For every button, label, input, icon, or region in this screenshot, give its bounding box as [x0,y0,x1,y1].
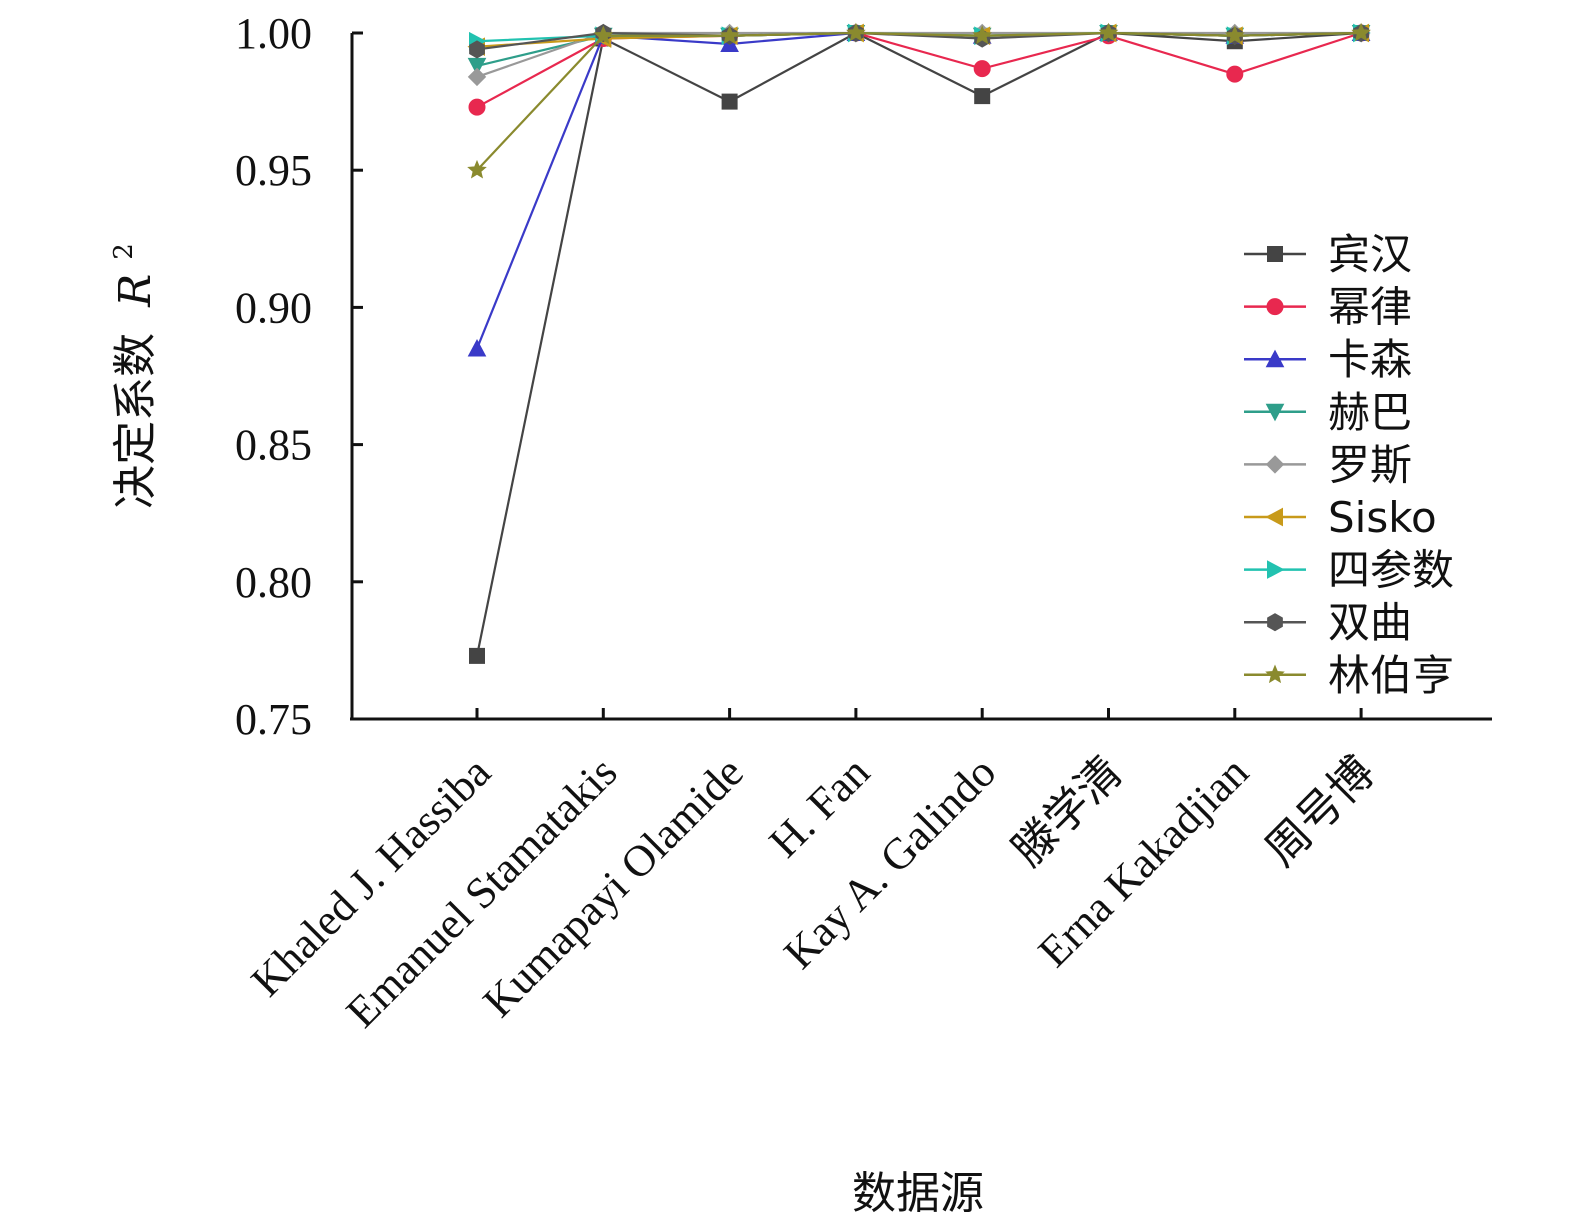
legend-item: Sisko [1244,493,1437,542]
data-point [721,93,738,110]
data-point [467,338,487,357]
legend-marker [1265,349,1285,368]
legend-label: 宾汉 [1328,230,1412,279]
legend-marker [1266,298,1284,316]
data-point [719,25,740,45]
y-axis-title: 决定系数 R 2 [109,243,161,509]
legend-label: 卡森 [1328,335,1412,384]
series-line [475,31,1362,349]
data-point [1098,22,1119,42]
legend-item: 罗斯 [1244,440,1412,489]
data-point [593,25,614,45]
y-tick-label: 0.95 [235,146,312,195]
data-point [846,22,866,42]
legend-marker [1267,246,1283,262]
legend-marker [1267,613,1283,632]
y-tick-label: 1.00 [235,9,312,58]
legend-label: 幂律 [1328,283,1412,332]
legend-marker [1267,560,1285,579]
x-tick-label: H. Fan [760,747,879,866]
data-point [468,98,486,116]
data-point [972,25,992,45]
data-point [1225,25,1245,45]
data-point [467,67,487,87]
x-tick-label: 滕学清 [1004,747,1132,875]
y-axis-title-symbol: R [110,274,161,308]
legend-item: 宾汉 [1244,230,1412,279]
legend-marker [1265,507,1283,527]
series-9 [467,22,1371,179]
y-ticks: 0.75 0.80 0.85 0.90 0.95 1.00 [235,9,363,744]
data-point [469,40,485,59]
legend-marker [1265,664,1285,684]
axes [350,33,1492,721]
svg-text:决定系数 R 2: 决定系数 R 2 [109,243,161,509]
legend-label: 罗斯 [1328,440,1412,489]
legend-item: 双曲 [1244,598,1412,647]
legend-label: 双曲 [1328,598,1412,647]
y-axis-title-text: 决定系数 [110,333,161,509]
y-tick-label: 0.90 [235,283,312,332]
legend-item: 赫巴 [1244,388,1412,437]
series-1 [469,25,1370,664]
data-point [467,159,487,179]
data-point [1351,22,1371,42]
series-layer [467,22,1371,664]
legend-marker [1265,403,1285,422]
y-axis-title-superscript: 2 [109,243,139,260]
legend-item: 四参数 [1244,546,1454,595]
legend-marker [1265,455,1285,474]
legend-label: 赫巴 [1328,388,1412,437]
x-tick-label: 周号博 [1256,747,1384,875]
y-tick-label: 0.75 [235,695,312,744]
legend-item: 幂律 [1244,283,1412,332]
legend-label: 林伯亨 [1328,651,1454,700]
y-tick-label: 0.85 [235,421,312,470]
data-point [974,88,991,105]
legend-label: 四参数 [1328,546,1454,595]
legend-item: 林伯亨 [1244,651,1454,700]
x-axis-title: 数据源 [852,1168,984,1219]
data-point [469,647,485,664]
legend-item: 卡森 [1244,335,1412,384]
series-line [475,31,1362,657]
data-point [1226,65,1244,83]
data-point [973,60,991,78]
legend-label: Sisko [1328,493,1437,542]
series-line [476,31,1362,171]
y-tick-label: 0.80 [235,558,312,607]
